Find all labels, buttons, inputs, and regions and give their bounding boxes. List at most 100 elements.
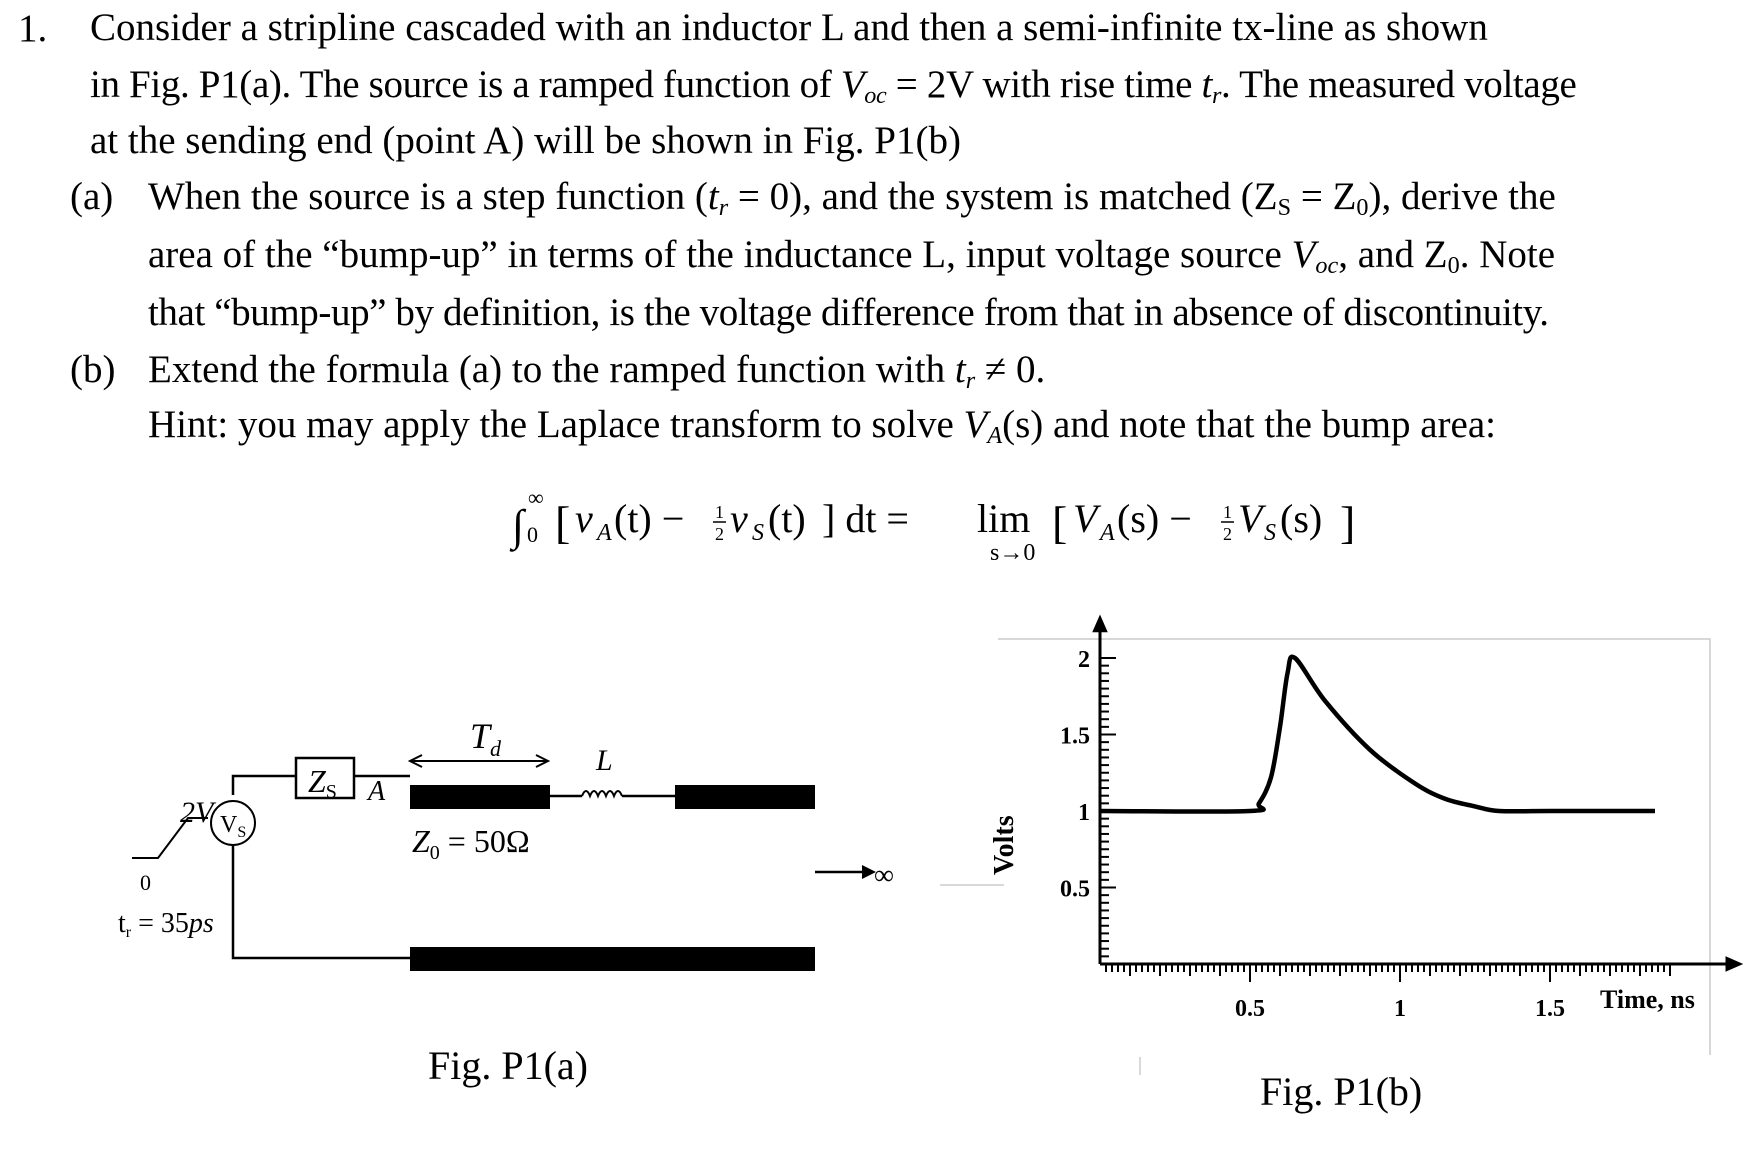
voltage-curve: [1099, 654, 1655, 814]
lhs-v-a: v: [575, 496, 593, 541]
integral-lower: 0: [527, 522, 538, 547]
part-a-zs-sub: S: [1277, 194, 1292, 222]
part-a-tr-sub: r: [718, 194, 729, 222]
y-axis-arrow: [1092, 614, 1108, 633]
zs-label: ZS: [308, 763, 337, 803]
tr-sub: r: [1211, 82, 1222, 110]
intro-text-1: Consider a stripline cascaded with an in…: [90, 6, 1488, 49]
part-a-text-3: that “bump-up” by definition, is the vol…: [148, 291, 1549, 334]
problem-number: 1.: [18, 7, 48, 50]
wire-source-top: [231, 774, 296, 795]
ramp-symbol: [132, 817, 208, 859]
part-a-line-1: When the source is a step function (tr =…: [148, 174, 1556, 220]
part-a-text-1b: = 0), and the system is matched (Z: [728, 175, 1278, 218]
lhs-a-sub: A: [595, 520, 612, 546]
zs-box: [294, 756, 356, 800]
part-a-text-2c: . Note: [1459, 233, 1556, 276]
x-tick-label: 1: [1394, 996, 1406, 1022]
waveform-chart: 2 1.5 1 0.5 0.5 1 1.5 Volts Time, ns: [940, 614, 1744, 1075]
voc-var: V: [840, 63, 865, 106]
lhs-t-arg2: (t): [768, 496, 806, 541]
va-var: V: [963, 403, 988, 446]
fig-b-caption: Fig. P1(b): [1260, 1069, 1423, 1114]
part-a-text-2b: , and Z: [1338, 233, 1448, 276]
y-tick-label: 1: [1078, 800, 1090, 826]
source-level-label: 2V: [180, 796, 217, 829]
rhs-s-sub: S: [1264, 520, 1276, 546]
part-b-text-1a: Extend the formula (a) to the ramped fun…: [148, 348, 955, 391]
intro-text-2c: . The measured voltage: [1221, 63, 1577, 106]
x-axis-label: Time, ns: [1600, 985, 1695, 1014]
rhs-half-num: 1: [1223, 502, 1232, 522]
part-a-voc-var: V: [1291, 233, 1316, 276]
vs-label: VS: [220, 812, 246, 841]
part-a-text-2a: area of the “bump-up” in terms of the in…: [148, 233, 1292, 276]
lhs-half-num: 1: [715, 502, 724, 522]
z0-label: Z0 = 50Ω: [412, 823, 530, 864]
infinity-label: ∞: [874, 860, 894, 891]
x-tick-label: 1.5: [1535, 996, 1565, 1022]
part-b-label: (b): [70, 348, 116, 391]
y-tick-label: 0.5: [1060, 877, 1090, 903]
rhs-open-bracket: [: [1052, 497, 1067, 548]
part-a-text-1c: = Z: [1291, 175, 1357, 218]
td-arrow-left: [407, 754, 423, 768]
rhs-half-den: 2: [1223, 524, 1232, 544]
integral-upper: ∞: [528, 485, 544, 510]
intro-text-2b: = 2V with rise time: [886, 63, 1202, 106]
lhs-half-den: 2: [715, 524, 724, 544]
part-a-label: (a): [70, 175, 114, 218]
chart-frame-top: [998, 638, 1711, 1055]
part-b-line-1: Extend the formula (a) to the ramped fun…: [148, 347, 1045, 393]
ground-plane-bottom: [410, 947, 815, 971]
td-arrow-right: [535, 754, 551, 768]
part-a-tr-var: t: [707, 175, 719, 218]
infinity-arrowhead: [862, 865, 876, 879]
integral-sign: ∫: [509, 501, 527, 552]
part-b-hint-a: Hint: you may apply the Laplace transfor…: [148, 403, 964, 446]
x-tick-label: 0.5: [1235, 996, 1265, 1022]
lhs-v-s: v: [730, 496, 748, 541]
wire-source-bottom: [231, 845, 410, 960]
tr-value-label: tr = 35ps: [118, 908, 214, 941]
voc-sub: oc: [864, 82, 887, 110]
rhs-V-A: V: [1073, 496, 1102, 541]
node-a-label: A: [366, 776, 386, 807]
lhs-s-sub: S: [752, 520, 764, 546]
td-label: Td: [470, 716, 502, 761]
va-sub: A: [987, 422, 1003, 450]
tr-var: t: [1201, 63, 1212, 106]
rhs-a-sub: A: [1098, 520, 1115, 546]
part-a-text-1d: ), derive the: [1368, 175, 1556, 218]
x-axis-arrow: [1725, 956, 1744, 972]
semi-infinite-line-top: [675, 785, 815, 809]
intro-text-2a: in Fig. P1(a). The source is a ramped fu…: [90, 63, 841, 106]
part-b-hint: Hint: you may apply the Laplace transfor…: [148, 402, 1496, 448]
part-b-tr-sub: r: [965, 367, 976, 395]
rhs-V-S: V: [1238, 496, 1267, 541]
intro-line-3: at the sending end (point A) will be sho…: [90, 118, 961, 164]
y-tick-label: 1.5: [1060, 724, 1090, 750]
stripline-top: [410, 785, 550, 809]
intro-line-1: Consider a stripline cascaded with an in…: [90, 5, 1488, 51]
inductor-coil: [581, 790, 623, 799]
y-tick-label: 2: [1078, 647, 1090, 673]
inductor-label: L: [595, 744, 613, 777]
intro-line-2: in Fig. P1(a). The source is a ramped fu…: [90, 62, 1577, 110]
fig-a-caption: Fig. P1(a): [428, 1043, 588, 1088]
lhs-open-bracket: [: [555, 497, 570, 548]
part-a-line-2: area of the “bump-up” in terms of the in…: [148, 232, 1555, 278]
rhs-s-arg2: (s): [1280, 496, 1322, 541]
part-a-voc-sub: oc: [1315, 252, 1339, 280]
part-a-z0-sub: 0: [1356, 194, 1369, 222]
part-b-hint-b: (s) and note that the bump area:: [1002, 403, 1496, 446]
rhs-s-arg: (s) −: [1117, 496, 1192, 541]
part-a-text-1a: When the source is a step function (: [148, 175, 708, 218]
circuit-diagram: Td L A ZS Z0 = 50Ω 2V 0 VS tr = 35ps ∞: [118, 716, 894, 971]
part-b-text-1b: ≠ 0.: [975, 348, 1046, 391]
lim-subscript: s→0: [990, 540, 1035, 566]
lhs-t-arg: (t) −: [614, 496, 684, 541]
part-a-z0-sub-2: 0: [1447, 252, 1460, 280]
part-a-line-3: that “bump-up” by definition, is the vol…: [148, 290, 1549, 336]
lhs-close-dt: ] dt =: [822, 496, 909, 541]
